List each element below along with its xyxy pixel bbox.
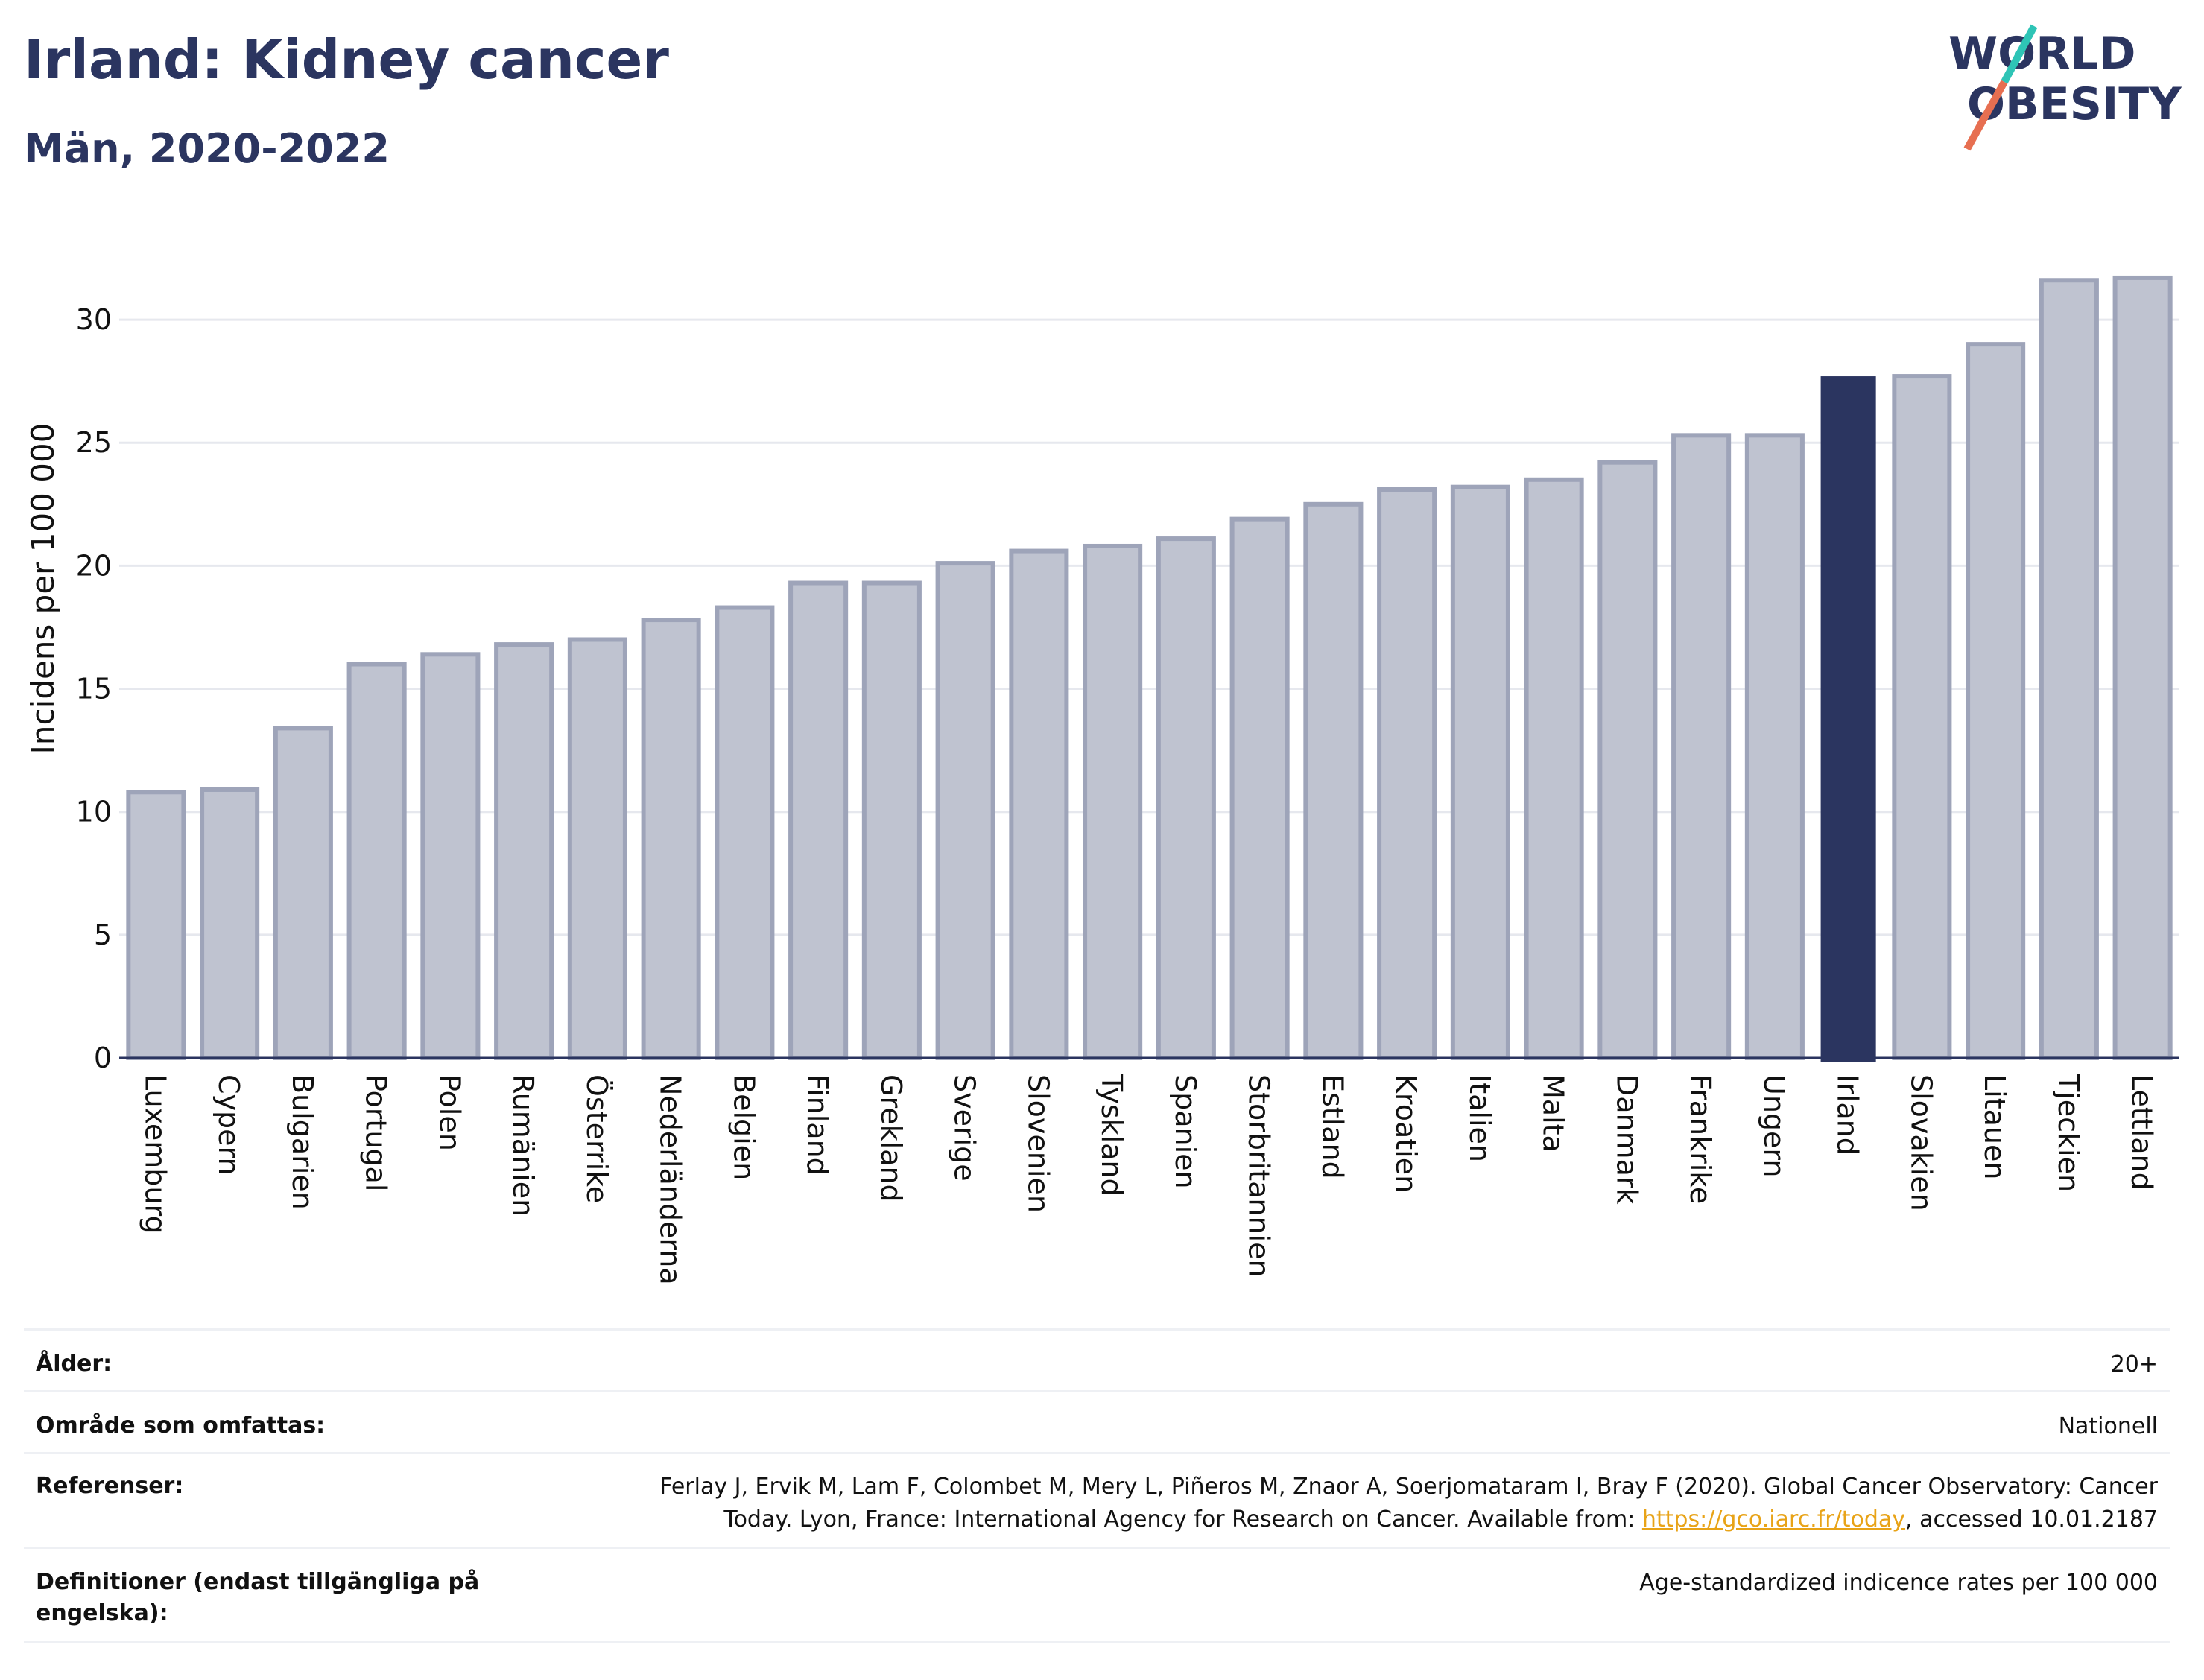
x-tick-label: Tyskland [1095,1074,1128,1196]
x-tick-label: Litauen [1978,1074,2011,1179]
y-tick-label: 15 [76,673,112,706]
x-tick-label: Ungern [1758,1074,1790,1177]
x-tick-label: Slovakien [1904,1074,1937,1211]
age-value: 20+ [2110,1351,2158,1378]
references-line-2-post: , accessed 10.01.2187 [1905,1506,2158,1532]
references-text: Ferlay J, Ervik M, Lam F, Colombet M, Me… [370,1471,2158,1536]
y-tick-labels: 0 5 10 15 20 25 30 [76,303,112,1074]
bar [2039,278,2099,1060]
logo-slash-bottom [1963,80,2008,151]
metadata-table: Ålder: 20+ Område som omfattas: Nationel… [24,1328,2170,1643]
x-tick-label: Irland [1831,1074,1864,1156]
x-tick-label: Spanien [1169,1074,1202,1189]
x-tick-label: Kroatien [1390,1074,1422,1193]
bar [1966,342,2026,1060]
x-tick-label: Lettland [2126,1074,2159,1191]
meta-row-references: Referenser: Ferlay J, Ervik M, Lam F, Co… [24,1452,2170,1547]
x-tick-label: Slovenien [1022,1074,1054,1213]
x-tick-label: Belgien [727,1074,760,1180]
bar [567,637,627,1060]
bar [346,662,407,1060]
x-tick-label: Polen [433,1074,466,1151]
meta-row-definitions: Definitioner (endast tillgängliga på eng… [24,1547,2170,1643]
page-title: Irland: Kidney cancer [24,28,669,91]
coverage-label: Område som omfattas: [36,1413,326,1439]
bar [715,605,775,1060]
meta-row-coverage: Område som omfattas: Nationell [24,1390,2170,1452]
y-tick-label: 25 [76,426,112,459]
x-tick-label: Finland [801,1074,834,1176]
bar [126,790,186,1060]
x-tick-label: Malta [1537,1074,1570,1153]
age-label: Ålder: [36,1351,113,1377]
bar [273,726,333,1060]
y-tick-label: 20 [76,549,112,582]
bar [1303,501,1364,1060]
bar [788,580,849,1060]
x-tick-labels: Luxemburg Cypern Bulgarien Portugal Polen Rum… [139,1074,2158,1285]
x-tick-label: Tjeckien [2052,1074,2085,1192]
world-obesity-logo: WORLD OBESITY [1948,24,2182,151]
x-tick-label: Cypern [212,1074,245,1176]
bar [1450,484,1510,1060]
x-tick-label: Rumänien [507,1074,539,1217]
bar-chart: 0 5 10 15 20 25 30 Luxemburg Cypern Bulgarien Por… [25,275,2179,1285]
bar [861,580,922,1060]
coverage-value: Nationell [2058,1413,2158,1439]
bar [935,561,995,1060]
bars [126,275,2173,1062]
definitions-label: Definitioner (endast tillgängliga på eng… [36,1567,479,1629]
x-tick-label: Storbritannien [1243,1074,1276,1278]
bar [2112,275,2173,1060]
bar [420,652,481,1060]
bar [641,618,701,1060]
x-tick-label: Grekland [875,1074,908,1202]
x-tick-label: Nederländerna [654,1074,687,1285]
x-tick-label: Luxemburg [139,1074,171,1234]
x-tick-label: Estland [1316,1074,1349,1179]
bar [1156,536,1216,1060]
x-tick-label: Portugal [360,1074,393,1191]
bar [1229,516,1290,1060]
x-tick-label: Sverige [949,1074,981,1182]
references-label: Referenser: [36,1473,184,1499]
x-tick-label: Italien [1463,1074,1496,1162]
page-subtitle: Män, 2020-2022 [24,125,390,172]
bar [1524,477,1584,1060]
bar [1083,543,1143,1060]
bar [1009,548,1069,1060]
bar [1820,376,1876,1062]
y-tick-label: 5 [94,919,112,951]
bar [494,642,554,1060]
bar [1597,460,1658,1060]
x-tick-label: Österrike [580,1074,613,1203]
bar [200,787,260,1061]
references-line-2: Today. Lyon, France: International Agenc… [370,1503,2158,1536]
x-tick-label: Danmark [1610,1074,1643,1205]
y-axis-label: Incidens per 100 000 [25,423,61,755]
bar [1892,374,1952,1060]
references-line-1: Ferlay J, Ervik M, Lam F, Colombet M, Me… [659,1474,2158,1500]
x-tick-label: Frankrike [1684,1074,1717,1204]
x-tick-label: Bulgarien [286,1074,319,1210]
definitions-label-line-2: engelska): [36,1600,168,1626]
y-tick-label: 0 [94,1042,112,1074]
meta-row-age: Ålder: 20+ [24,1328,2170,1390]
bar [1377,487,1437,1060]
logo-word-1: WORLD [1948,28,2135,80]
y-tick-label: 10 [76,796,112,828]
y-tick-label: 30 [76,303,112,336]
references-line-2-pre: Today. Lyon, France: International Agenc… [723,1506,1642,1532]
definitions-label-line-1: Definitioner (endast tillgängliga på [36,1569,480,1595]
bar [1744,433,1805,1060]
logo-slash-top [2001,24,2038,84]
references-link[interactable]: https://gco.iarc.fr/today [1641,1506,1906,1532]
bar [1671,433,1732,1060]
definitions-value: Age-standardized indicence rates per 100… [1639,1570,2158,1596]
